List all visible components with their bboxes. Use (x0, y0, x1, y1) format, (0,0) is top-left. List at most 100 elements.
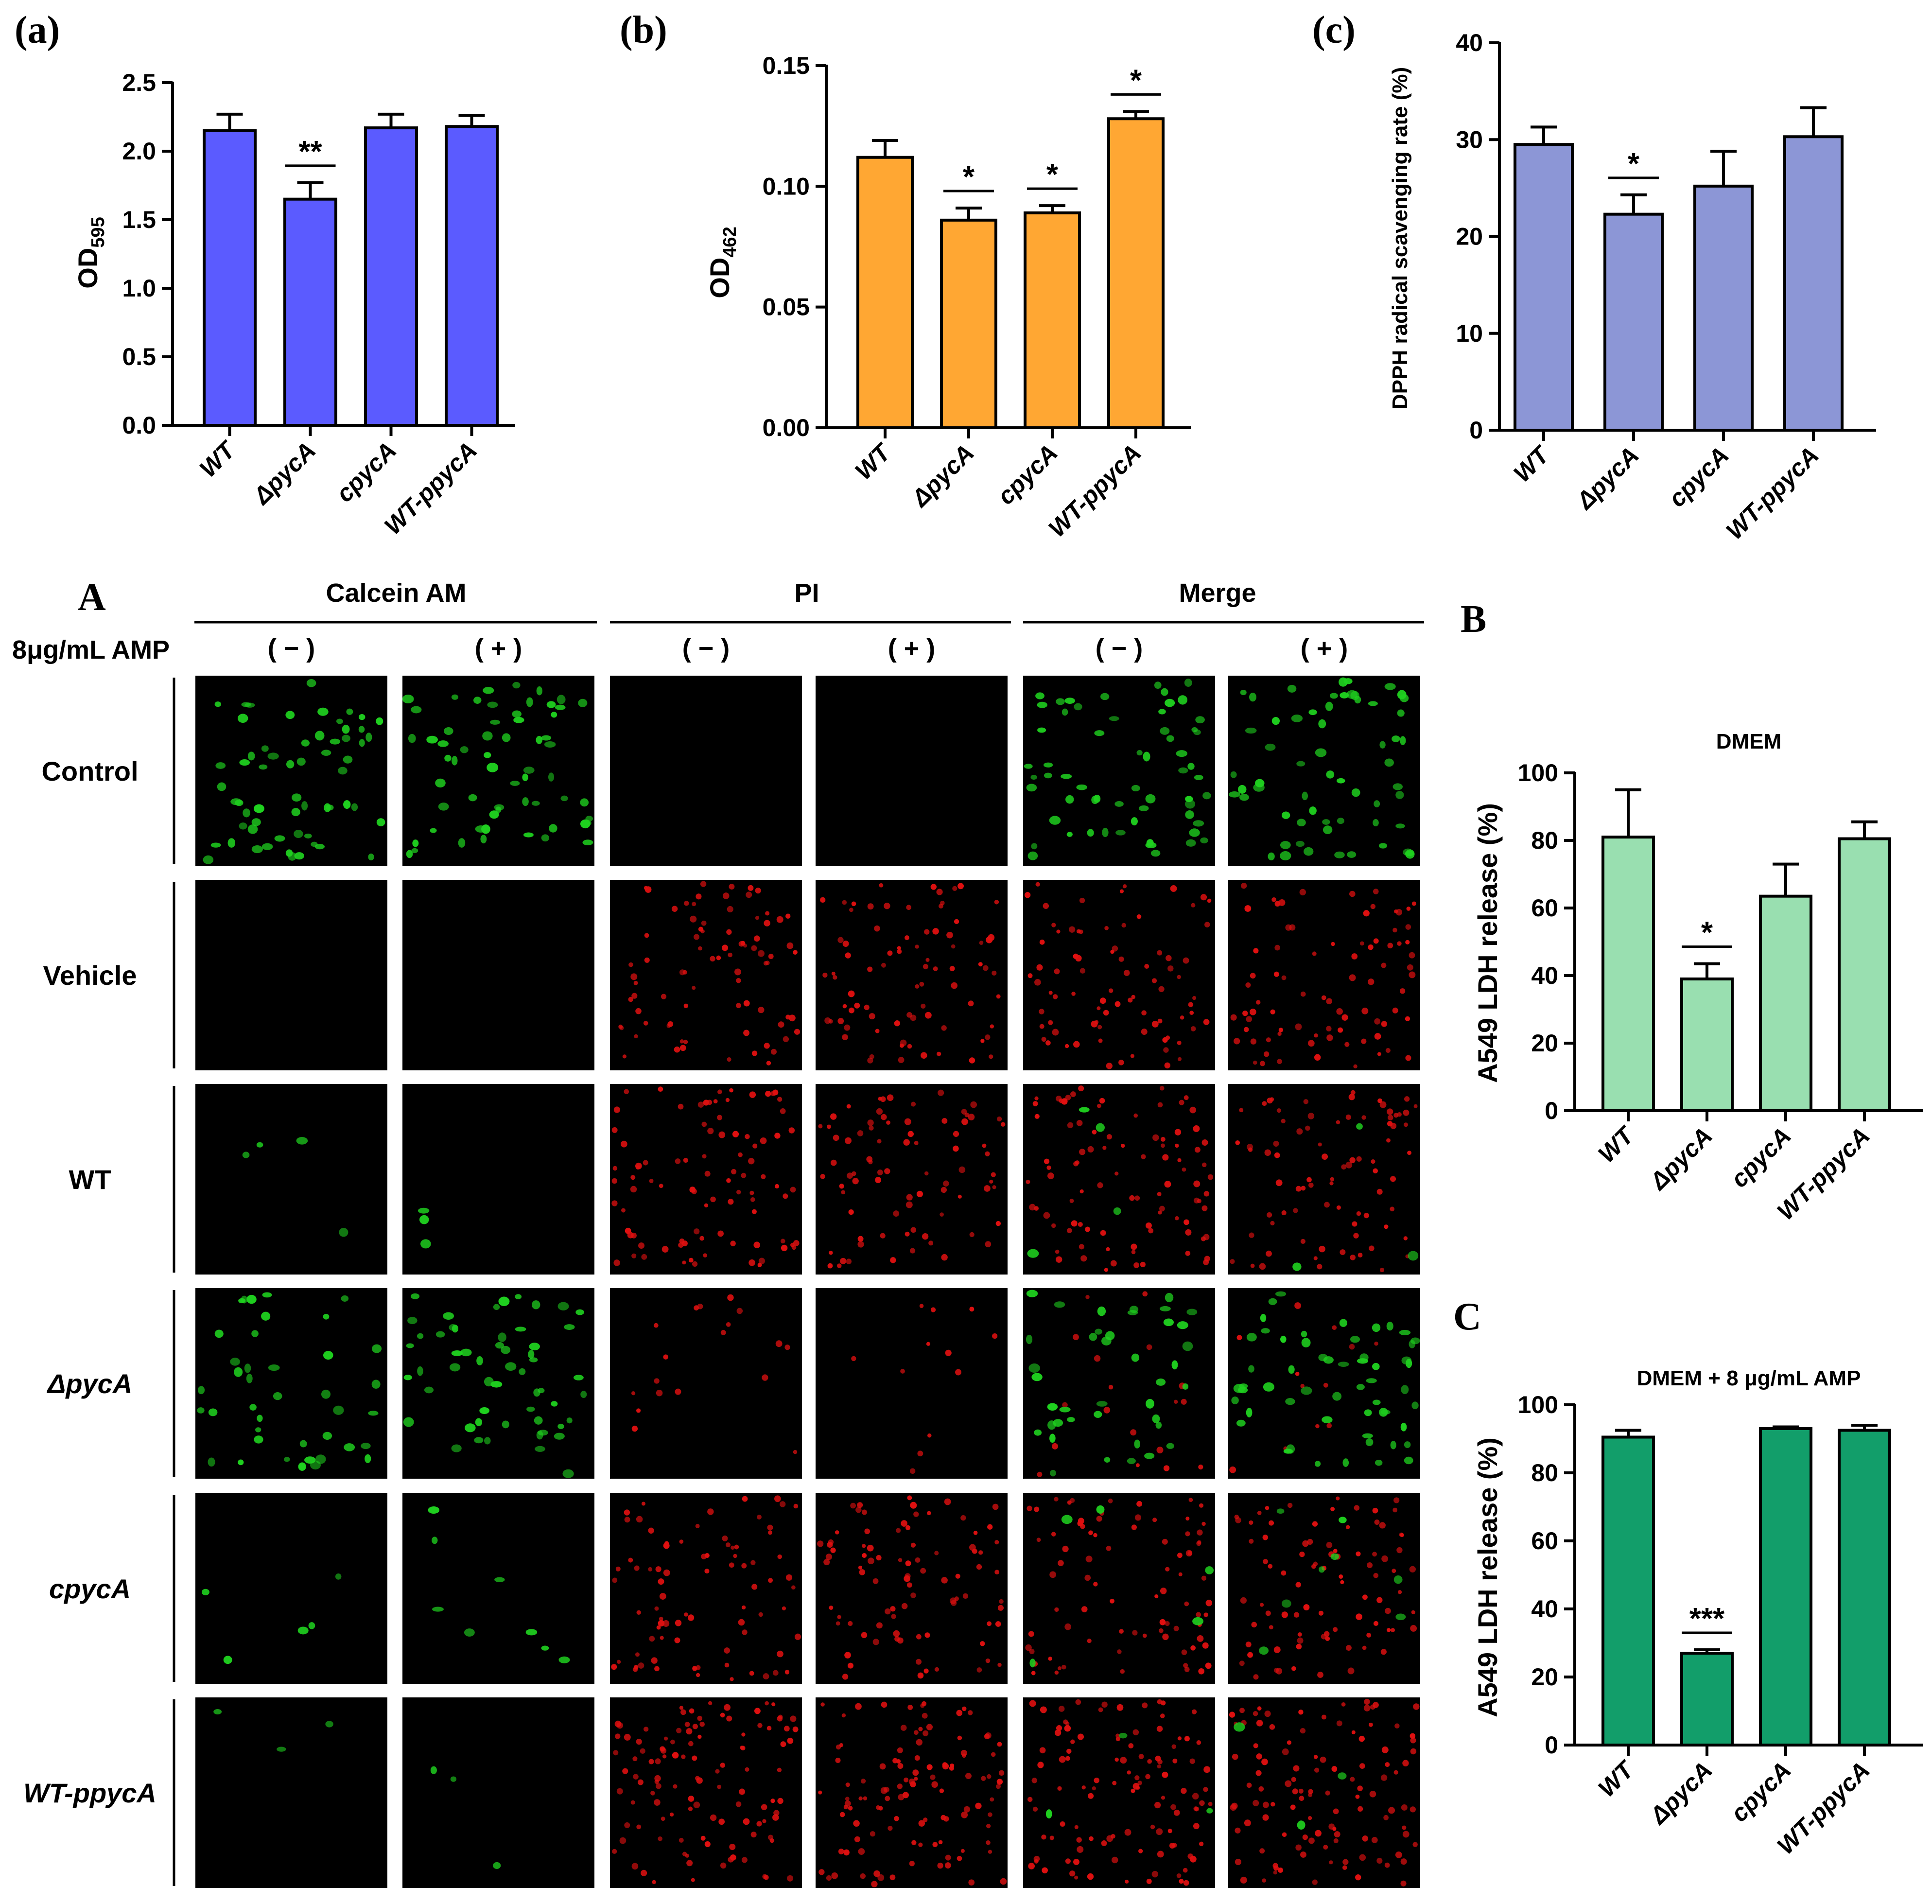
red-cell (1078, 1222, 1083, 1227)
red-cell (848, 1806, 853, 1811)
red-cell (693, 1801, 700, 1809)
green-cell (1165, 699, 1175, 707)
red-cell (658, 1620, 665, 1627)
red-cell (817, 1540, 824, 1547)
green-cell (198, 1386, 205, 1395)
red-cell (1162, 1771, 1168, 1778)
red-cell (1296, 1128, 1303, 1135)
green-cell (522, 773, 528, 781)
red-cell (1358, 1806, 1363, 1812)
red-cell (1295, 1844, 1302, 1851)
green-cell (526, 697, 533, 707)
green-cell (315, 1454, 326, 1464)
red-cell (636, 1408, 641, 1413)
red-cell (1269, 1520, 1274, 1526)
red-cell (1097, 1025, 1102, 1030)
red-cell (1390, 1122, 1397, 1129)
significance-mark: * (1701, 916, 1713, 950)
micrograph-3-2 (610, 1288, 802, 1479)
green-cell (541, 834, 550, 842)
green-cell (424, 1386, 434, 1394)
red-cell (763, 1673, 769, 1680)
green-cell (1390, 1441, 1396, 1450)
red-cell (1350, 1777, 1355, 1782)
red-cell (1282, 1748, 1289, 1755)
red-cell (1085, 1555, 1093, 1563)
red-cell (847, 1662, 853, 1669)
green-cell (1322, 819, 1330, 825)
red-cell (1051, 1223, 1056, 1228)
red-cell (849, 908, 853, 912)
red-cell (774, 1184, 780, 1188)
red-cell (1385, 1762, 1390, 1767)
red-cell (957, 1855, 962, 1861)
red-cell (1081, 1606, 1088, 1612)
green-cell (557, 1302, 569, 1310)
red-cell (1264, 1149, 1271, 1156)
red-cell (1409, 1566, 1416, 1573)
red-cell (1034, 1114, 1040, 1119)
red-cell (1262, 1878, 1267, 1883)
green-cell (292, 793, 302, 802)
red-cell (1392, 1507, 1398, 1513)
red-cell (1141, 1029, 1148, 1035)
x-tick-label: cpycA (1663, 441, 1734, 512)
red-cell (1294, 1302, 1302, 1309)
red-cell (1046, 1165, 1051, 1170)
red-cell (761, 1174, 766, 1179)
red-cell (905, 1573, 911, 1579)
green-cell (474, 1437, 484, 1444)
red-cell (1336, 1205, 1341, 1210)
red-cell (1155, 1755, 1161, 1762)
red-cell (736, 1189, 741, 1195)
red-cell (1054, 1670, 1059, 1675)
green-cell (214, 701, 222, 707)
red-cell (741, 1563, 747, 1569)
red-cell (1240, 1876, 1247, 1884)
red-cell (1314, 1033, 1318, 1038)
red-cell (958, 1166, 966, 1173)
red-cell (1275, 1179, 1283, 1187)
green-cell (1064, 698, 1075, 704)
red-cell (932, 1842, 938, 1847)
red-cell (638, 1662, 644, 1669)
red-cell (981, 1776, 986, 1781)
red-cell (729, 1562, 734, 1568)
green-cell (535, 1446, 545, 1452)
red-cell (734, 968, 741, 976)
red-cell (722, 892, 730, 899)
green-cell (1329, 693, 1338, 699)
red-cell (1203, 1019, 1210, 1025)
red-cell (1204, 922, 1210, 927)
red-cell (1193, 1823, 1200, 1830)
red-cell (686, 1860, 693, 1867)
red-cell (653, 1323, 659, 1328)
red-cell (686, 1728, 693, 1735)
red-cell (715, 1769, 720, 1774)
red-cell (985, 1658, 991, 1663)
green-cell (1409, 1340, 1415, 1348)
red-cell (881, 1701, 888, 1708)
green-cell (1309, 806, 1317, 815)
green-cell (493, 1304, 500, 1310)
green-cell (237, 714, 248, 723)
green-cell (342, 734, 350, 742)
green-cell (259, 764, 268, 770)
red-cell (937, 1862, 943, 1869)
red-cell (1108, 988, 1114, 993)
micrograph-1-5 (1228, 880, 1420, 1070)
red-cell (911, 1840, 917, 1845)
red-cell (780, 1501, 786, 1507)
red-cell (910, 1502, 917, 1509)
red-cell (1101, 1840, 1107, 1846)
red-cell (926, 1764, 933, 1770)
red-cell (1136, 1501, 1143, 1507)
green-cell (299, 1440, 307, 1448)
red-cell (724, 1704, 731, 1711)
green-cell (487, 763, 499, 772)
red-cell (820, 1174, 825, 1179)
green-cell (283, 1457, 290, 1462)
red-cell (688, 1796, 695, 1802)
red-cell (1188, 1002, 1194, 1007)
green-cell (1087, 829, 1094, 837)
